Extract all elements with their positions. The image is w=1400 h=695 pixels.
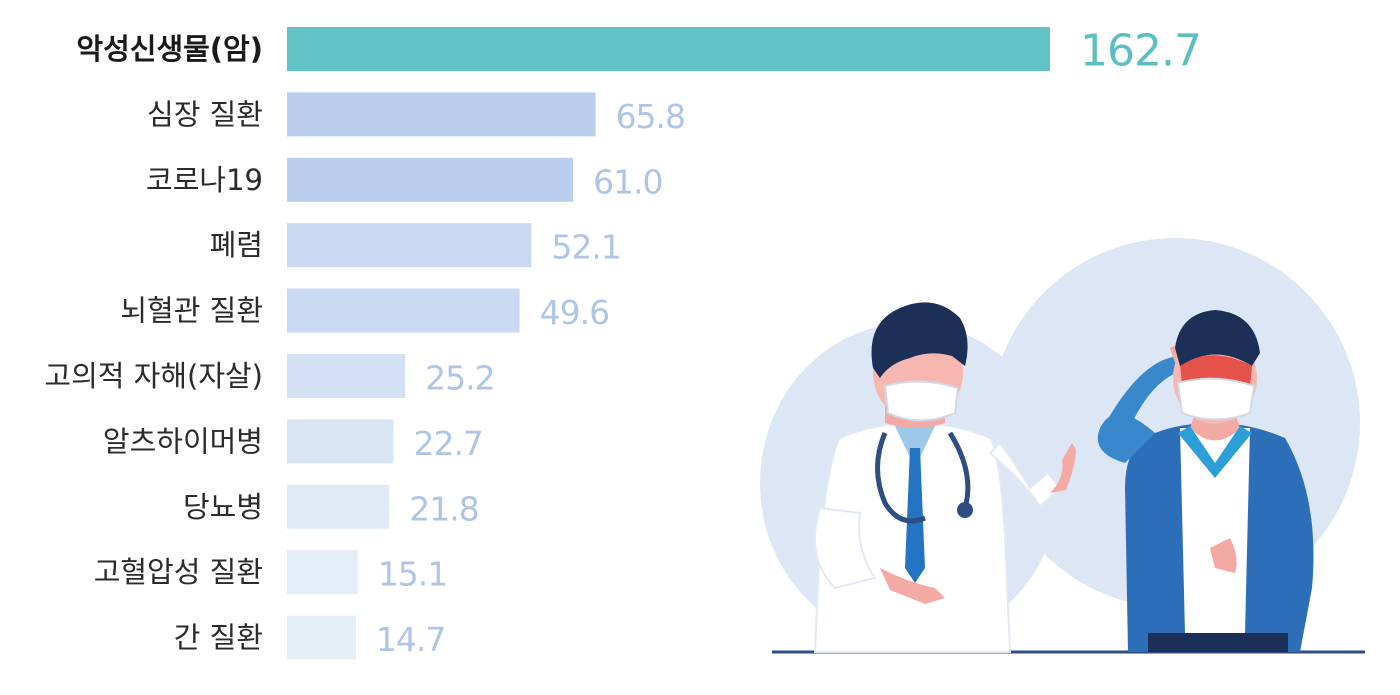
value-label: 65.8 [616,97,685,136]
category-label: 뇌혈관 질환 [120,294,263,328]
bar [287,354,406,398]
value-label: 162.7 [1080,26,1201,77]
doctor-icon [813,302,1076,653]
bar [287,615,356,660]
value-label: 61.0 [593,162,662,201]
category-label: 간 질환 [174,621,263,655]
bar [287,223,532,268]
category-label: 당뇨병 [183,490,263,524]
bar [287,288,520,333]
patient-icon [1097,310,1314,652]
category-label: 심장 질환 [147,97,263,131]
bar [287,92,596,137]
category-label: 악성신생물(암) [76,32,263,66]
category-label: 코로나19 [146,163,263,197]
value-label: 52.1 [551,228,620,267]
bar [287,157,574,202]
value-label: 49.6 [540,293,609,332]
bar [287,550,358,595]
value-label: 22.7 [413,424,482,463]
category-label: 고의적 자해(자살) [44,359,263,393]
value-label: 25.2 [425,359,494,398]
category-label: 폐렴 [210,228,263,262]
doctor-patient-illustration [760,238,1365,654]
bar [287,484,390,529]
value-label: 14.7 [376,620,445,659]
category-label: 고혈압성 질환 [94,555,263,589]
value-label: 15.1 [378,555,447,594]
bar [287,419,394,464]
value-label: 21.8 [409,489,478,528]
bar [287,27,1050,71]
category-label: 알츠하이머병 [103,424,263,458]
